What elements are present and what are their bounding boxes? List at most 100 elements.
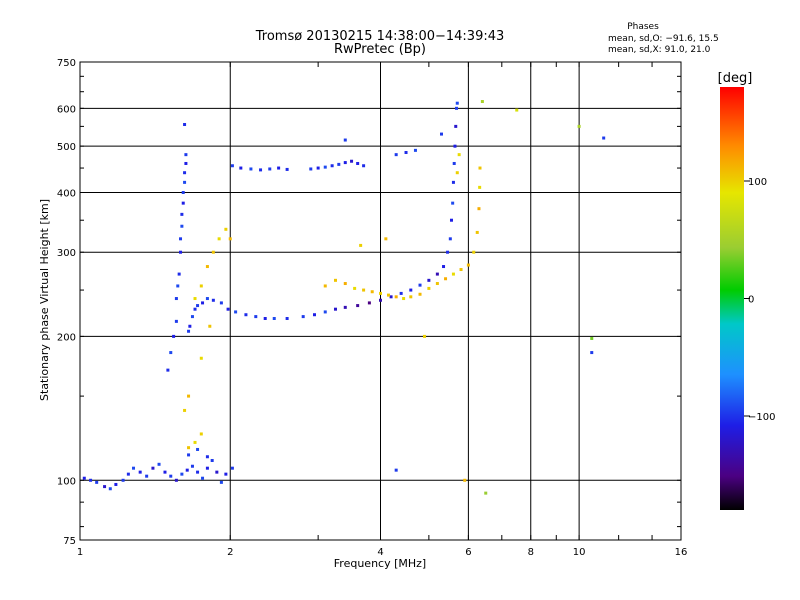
data-point (205, 265, 209, 269)
data-point (272, 316, 276, 320)
data-point (181, 201, 185, 205)
data-point (169, 351, 173, 355)
data-point (309, 167, 313, 171)
data-point (285, 167, 289, 171)
data-point (285, 316, 289, 320)
data-point (199, 356, 203, 360)
data-point (193, 440, 197, 444)
data-point (422, 334, 426, 338)
data-point (455, 106, 459, 110)
data-point (211, 250, 215, 254)
data-point (475, 230, 479, 234)
data-point (201, 476, 205, 480)
data-point (466, 263, 470, 267)
data-point (89, 478, 93, 482)
data-point (399, 291, 403, 295)
data-point (190, 464, 194, 468)
data-point (254, 315, 258, 319)
data-point (108, 487, 112, 491)
data-point (367, 301, 371, 305)
data-point (239, 166, 243, 170)
data-point (210, 458, 214, 462)
data-point (446, 250, 450, 254)
data-point (228, 237, 232, 241)
data-point (193, 297, 197, 301)
data-point (444, 277, 448, 281)
colorbar-tick-label: 100 (748, 177, 767, 188)
data-point (409, 288, 413, 292)
data-point (263, 316, 267, 320)
data-point (427, 286, 431, 290)
data-point (249, 167, 253, 171)
colorbar-ticks: 100 0 −100 (744, 177, 775, 423)
data-point (183, 180, 187, 184)
phase-stats-x: mean, sd,X: 91.0, 21.0 (608, 45, 711, 55)
data-point (95, 480, 99, 484)
data-point (577, 124, 581, 128)
data-point (356, 161, 360, 165)
grid-lines (80, 62, 681, 540)
axis-ticks: 1 2 4 6 8 10 16 75 100 200 300 400 500 600 750 (57, 58, 687, 558)
data-point (180, 472, 184, 476)
data-point (180, 224, 184, 228)
data-point (174, 319, 178, 323)
x-tick-label: 6 (465, 547, 471, 558)
data-point (268, 167, 272, 171)
scatter-points (82, 100, 606, 495)
data-point (323, 310, 327, 314)
data-point (208, 324, 212, 328)
data-point (453, 144, 457, 148)
y-tick-label: 500 (57, 142, 76, 153)
data-point (179, 237, 183, 241)
data-point (219, 301, 223, 305)
data-point (157, 462, 161, 466)
data-point (389, 295, 393, 299)
data-point (184, 153, 188, 157)
data-point (205, 455, 209, 459)
data-point (166, 368, 170, 372)
y-tick-label: 200 (57, 332, 76, 343)
data-point (187, 453, 191, 457)
data-point (404, 150, 408, 154)
x-tick-label: 1 (77, 547, 83, 558)
data-point (226, 307, 230, 311)
data-point (409, 295, 413, 299)
data-point (343, 161, 347, 165)
data-point (174, 297, 178, 301)
x-tick-label: 16 (675, 547, 688, 558)
data-point (394, 153, 398, 157)
data-point (379, 298, 382, 302)
data-point (350, 159, 354, 163)
x-tick-label: 8 (528, 547, 534, 558)
data-point (427, 278, 431, 282)
data-point (187, 394, 191, 398)
data-point (384, 237, 388, 241)
data-point (188, 324, 192, 328)
data-point (455, 171, 459, 175)
data-point (277, 166, 281, 170)
data-point (301, 315, 305, 319)
data-point (359, 243, 363, 247)
data-point (199, 284, 203, 288)
colorbar-tick-label: −100 (748, 412, 775, 423)
data-point (472, 250, 476, 254)
colorbar-label: [deg] (718, 71, 753, 86)
data-point (418, 283, 422, 287)
data-point (337, 162, 341, 166)
data-point (185, 468, 189, 472)
data-point (224, 227, 228, 231)
data-point (451, 272, 455, 276)
data-point (448, 237, 452, 241)
data-point (353, 286, 357, 290)
data-point (451, 201, 455, 205)
data-point (174, 478, 178, 482)
data-point (455, 101, 459, 105)
data-point (205, 466, 209, 470)
data-point (402, 297, 406, 301)
data-point (459, 268, 463, 272)
x-tick-label: 4 (377, 547, 383, 558)
y-tick-label: 75 (63, 536, 76, 547)
y-tick-label: 100 (57, 476, 76, 487)
data-point (356, 304, 360, 308)
data-point (590, 351, 594, 355)
